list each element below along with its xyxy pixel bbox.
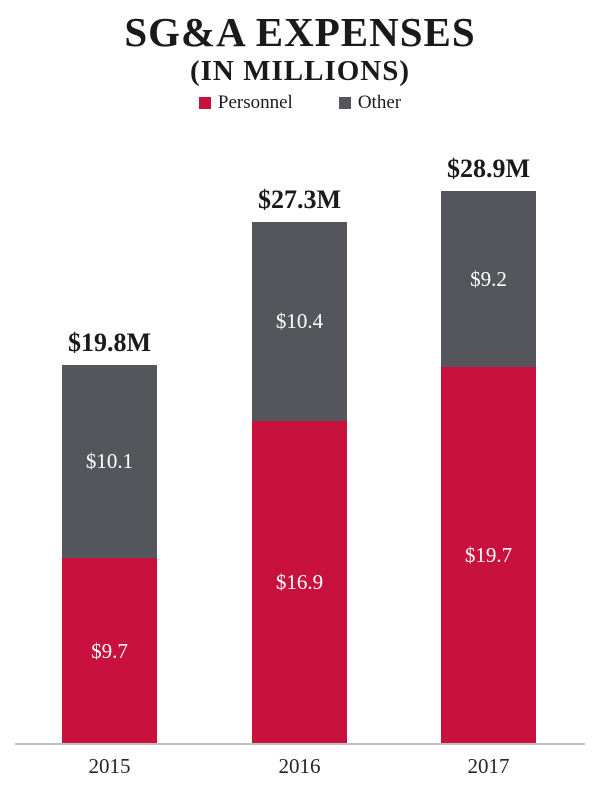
legend-label-personnel: Personnel — [217, 92, 293, 113]
segment-other-2017: $9.2 — [441, 191, 536, 367]
segment-other-2015: $10.1 — [62, 365, 157, 558]
total-label-2015: $19.8M — [67, 328, 152, 357]
chart-title: SG&A EXPENSES — [124, 9, 476, 55]
total-label-2016: $27.3M — [257, 185, 342, 214]
segment-label-other-2015: $10.1 — [85, 449, 134, 473]
segment-label-personnel-2017: $19.7 — [464, 543, 513, 567]
chart-subtitle: (IN MILLIONS) — [189, 55, 411, 88]
legend-item-personnel: Personnel — [198, 92, 293, 114]
bar-2016: $27.3M $10.4 $16.9 — [252, 0, 347, 744]
personnel-swatch-icon — [198, 97, 211, 109]
x-axis-line — [15, 743, 585, 745]
legend-label-other: Other — [357, 92, 402, 113]
segment-personnel-2015: $9.7 — [62, 558, 157, 744]
legend-item-other: Other — [338, 92, 402, 114]
other-swatch-icon — [338, 97, 351, 109]
bar-2015: $19.8M $10.1 $9.7 — [62, 0, 157, 744]
segment-other-2016: $10.4 — [252, 222, 347, 421]
x-tick-2017: 2017 — [467, 754, 510, 778]
x-tick-2015: 2015 — [88, 754, 131, 778]
chart-legend: Personnel Other — [0, 92, 600, 114]
segment-label-personnel-2016: $16.9 — [275, 570, 324, 594]
segment-label-personnel-2015: $9.7 — [91, 638, 128, 663]
x-tick-2016: 2016 — [278, 754, 321, 778]
segment-personnel-2017: $19.7 — [441, 367, 536, 744]
segment-label-other-2017: $9.2 — [470, 266, 507, 291]
segment-personnel-2016: $16.9 — [252, 421, 347, 744]
bar-2017: $28.9M $9.2 $19.7 — [441, 0, 536, 744]
segment-label-other-2016: $10.4 — [275, 309, 324, 333]
total-label-2017: $28.9M — [446, 154, 531, 183]
